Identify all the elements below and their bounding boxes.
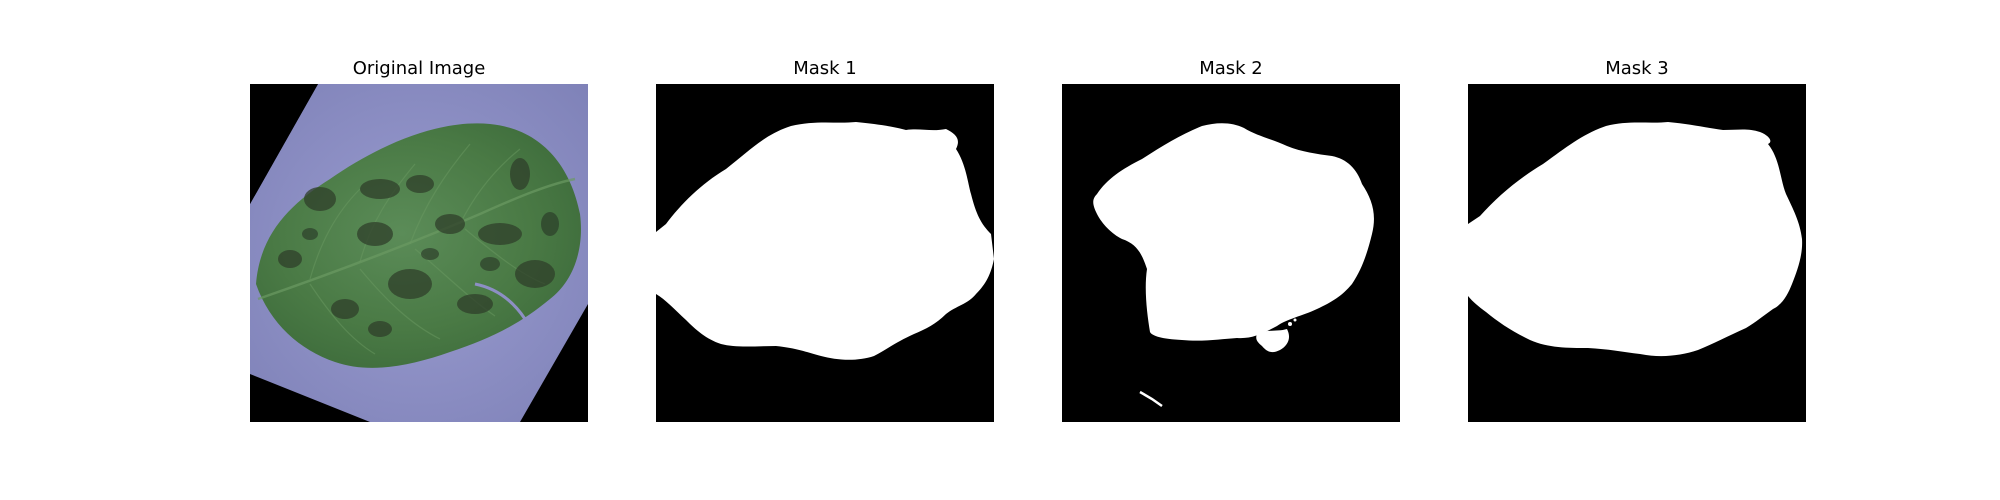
panel-title: Mask 3: [1605, 58, 1669, 79]
mask-3-image: [1468, 84, 1806, 422]
panel-title: Mask 1: [793, 58, 857, 79]
panel-title: Original Image: [352, 58, 486, 79]
mask-2-image: [1062, 84, 1400, 422]
mask-1-image: [656, 84, 994, 422]
panel-title: Mask 2: [1199, 58, 1263, 79]
panel-mask-3: Mask 3: [1468, 0, 1806, 500]
original-leaf-image: [250, 84, 588, 422]
panel-original-image: Original Image: [250, 0, 588, 500]
panel-mask-2: Mask 2: [1062, 0, 1400, 500]
panel-mask-1: Mask 1: [656, 0, 994, 500]
